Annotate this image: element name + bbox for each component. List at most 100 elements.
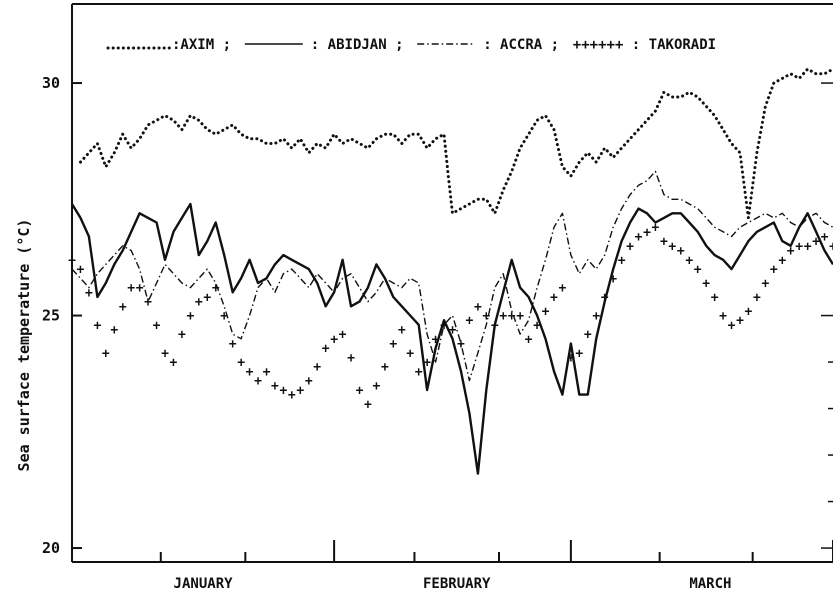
data-point: + [745,304,753,319]
data-point: + [821,230,829,245]
data-point: + [389,337,397,352]
data-point: + [322,342,330,357]
data-point: + [271,379,279,394]
data-point: + [601,290,609,305]
data-point: + [829,239,833,254]
legend: :AXIM ;: ABIDJAN ;: ACCRA ; ++++++ : TAKO… [106,37,716,53]
data-point: + [85,286,93,301]
data-point: + [711,290,719,305]
legend-entry-takoradi: ++++++ : TAKORADI [573,37,716,53]
data-point: + [102,346,110,361]
data-point: + [533,318,541,333]
data-point: + [170,356,178,371]
data-point: + [212,281,220,296]
data-point: + [584,328,592,343]
data-point: + [432,332,440,347]
data-point: + [685,253,693,268]
data-point: + [728,318,736,333]
data-point: + [440,318,448,333]
data-point: + [567,351,575,366]
data-point: + [203,290,211,305]
data-point: + [736,314,744,329]
data-point: + [516,309,524,324]
data-point: + [398,323,406,338]
data-point: + [161,346,169,361]
data-point: + [626,239,634,254]
data-point: + [592,309,600,324]
data-point: + [279,383,287,398]
data-point: + [313,360,321,375]
data-point: + [178,328,186,343]
data-point: + [110,323,118,338]
y-tick-label: 25 [42,307,60,325]
series-line-axim [79,67,833,220]
data-point: + [812,235,820,250]
plot-frame [71,3,833,563]
data-point: + [153,318,161,333]
series-takoradi: ++++++++ ++++++++ +++++++++ + + +++++ ++++++++… [68,221,833,413]
data-point: + [136,281,144,296]
x-axis: JANUARY FEBRUARY MARCH [71,540,833,592]
data-point: + [778,253,786,268]
data-point: + [263,365,271,380]
data-point: + [372,379,380,394]
data-point: + [415,365,423,380]
data-point: + [119,300,127,315]
data-point: + [186,309,194,324]
data-point: + [635,230,643,245]
data-point: + [237,356,245,371]
data-point: + [559,281,567,296]
data-point: + [246,365,254,380]
data-point: + [347,351,355,366]
data-point: + [609,272,617,287]
data-point: + [195,295,203,310]
data-point: + [652,221,660,236]
data-point: + [77,263,85,278]
data-point: + [618,253,626,268]
legend-entry-accra: : ACCRA ; [483,37,559,53]
data-point: + [127,281,135,296]
data-point: + [330,332,338,347]
month-label: JANUARY [174,576,234,592]
data-point: + [677,244,685,259]
data-point: + [575,346,583,361]
data-point: + [761,277,769,292]
data-point: + [694,263,702,278]
data-point: + [465,314,473,329]
data-point: + [753,290,761,305]
data-point: + [482,309,490,324]
data-point: + [449,323,457,338]
data-point: + [668,239,676,254]
data-point: + [288,388,296,403]
data-point: + [491,318,499,333]
data-point: + [220,309,228,324]
data-point: + [702,277,710,292]
data-point: + [356,383,364,398]
data-point: + [144,295,152,310]
data-point: + [406,346,414,361]
data-point: + [339,328,347,343]
data-point: + [381,360,389,375]
y-tick-label: 30 [42,74,60,92]
y-axis: 20 25 30 [42,74,833,557]
legend-entry-abidjan: : ABIDJAN ; [311,37,404,53]
y-axis-label: Sea surface temperature (°C) [15,219,33,472]
data-point: + [68,253,76,268]
data-point: + [550,290,558,305]
y-tick-label: 20 [42,539,60,557]
data-point: + [474,300,482,315]
data-point: + [795,239,803,254]
data-point: + [660,235,668,250]
data-point: + [457,337,465,352]
data-point: + [93,318,101,333]
data-point: + [804,239,812,254]
data-point: + [305,374,313,389]
series-layer: ++++++++ ++++++++ +++++++++ + + +++++ ++++++++… [68,67,833,475]
data-point: + [719,309,727,324]
month-label: MARCH [689,576,731,592]
data-point: + [499,309,507,324]
series-line-abidjan [70,202,833,475]
data-point: + [254,374,262,389]
month-label: FEBRUARY [423,576,491,592]
